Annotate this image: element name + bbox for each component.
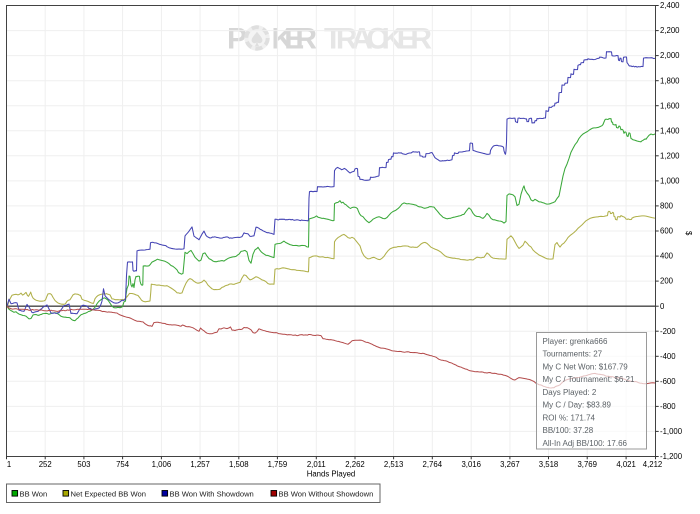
svg-text:1,759: 1,759 — [268, 460, 288, 469]
svg-text:1,600: 1,600 — [660, 101, 680, 110]
svg-text:Hands Played: Hands Played — [307, 470, 356, 479]
svg-text:0: 0 — [660, 302, 665, 311]
svg-text:503: 503 — [77, 460, 90, 469]
svg-text:$: $ — [684, 231, 693, 236]
svg-text:All-In Adj BB/100: 17.66: All-In Adj BB/100: 17.66 — [543, 439, 628, 448]
svg-text:1,006: 1,006 — [152, 460, 172, 469]
svg-text:1,800: 1,800 — [660, 76, 680, 85]
svg-text:-200: -200 — [660, 327, 676, 336]
svg-text:4,021: 4,021 — [616, 460, 636, 469]
svg-text:My C / Tournament: $6.21: My C / Tournament: $6.21 — [543, 375, 635, 384]
svg-text:400: 400 — [660, 252, 674, 261]
svg-text:2,513: 2,513 — [384, 460, 404, 469]
svg-text:Tournaments: 27: Tournaments: 27 — [543, 350, 603, 359]
svg-text:BB/100: 37.28: BB/100: 37.28 — [543, 426, 594, 435]
svg-text:600: 600 — [660, 227, 674, 236]
svg-text:BB Won Without Showdown: BB Won Without Showdown — [279, 489, 374, 498]
svg-text:Player: grenka666: Player: grenka666 — [543, 337, 608, 346]
svg-text:1,257: 1,257 — [190, 460, 210, 469]
svg-text:P: P — [227, 23, 247, 56]
svg-text:200: 200 — [660, 277, 674, 286]
svg-text:754: 754 — [116, 460, 130, 469]
svg-text:-1,000: -1,000 — [660, 427, 683, 436]
svg-text:Days Played: 2: Days Played: 2 — [543, 388, 597, 397]
svg-text:KER: KER — [272, 23, 318, 56]
svg-text:-800: -800 — [660, 402, 676, 411]
svg-text:ROI %: 171.74: ROI %: 171.74 — [543, 413, 596, 422]
svg-text:800: 800 — [660, 202, 674, 211]
svg-text:3,769: 3,769 — [577, 460, 597, 469]
svg-text:My C / Day: $83.89: My C / Day: $83.89 — [543, 401, 612, 410]
svg-text:BB Won With Showdown: BB Won With Showdown — [170, 489, 254, 498]
svg-text:4,212: 4,212 — [643, 460, 663, 469]
svg-text:1,508: 1,508 — [229, 460, 249, 469]
svg-text:1,400: 1,400 — [660, 126, 680, 135]
svg-text:1: 1 — [7, 460, 11, 469]
svg-text:2,262: 2,262 — [345, 460, 365, 469]
svg-text:BB Won: BB Won — [20, 489, 48, 498]
svg-text:2,200: 2,200 — [660, 26, 680, 35]
svg-text:-600: -600 — [660, 377, 676, 386]
svg-text:2,000: 2,000 — [660, 51, 680, 60]
svg-text:2,011: 2,011 — [307, 460, 326, 469]
svg-text:1,200: 1,200 — [660, 151, 680, 160]
svg-text:2,764: 2,764 — [423, 460, 443, 469]
svg-text:My C Net Won: $167.79: My C Net Won: $167.79 — [543, 362, 629, 371]
svg-text:Net Expected BB Won: Net Expected BB Won — [71, 489, 146, 498]
svg-text:TRACKER: TRACKER — [324, 23, 432, 56]
svg-text:2,400: 2,400 — [660, 1, 680, 10]
svg-text:1,000: 1,000 — [660, 177, 680, 186]
svg-text:3,016: 3,016 — [461, 460, 481, 469]
svg-text:252: 252 — [39, 460, 52, 469]
svg-text:3,267: 3,267 — [500, 460, 520, 469]
svg-text:3,518: 3,518 — [539, 460, 559, 469]
svg-text:-400: -400 — [660, 352, 676, 361]
svg-text:-1,200: -1,200 — [660, 452, 683, 461]
